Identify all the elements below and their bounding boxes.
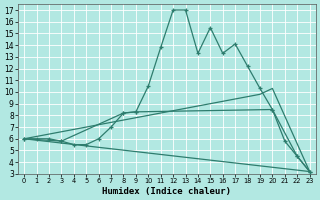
X-axis label: Humidex (Indice chaleur): Humidex (Indice chaleur) [102,187,231,196]
